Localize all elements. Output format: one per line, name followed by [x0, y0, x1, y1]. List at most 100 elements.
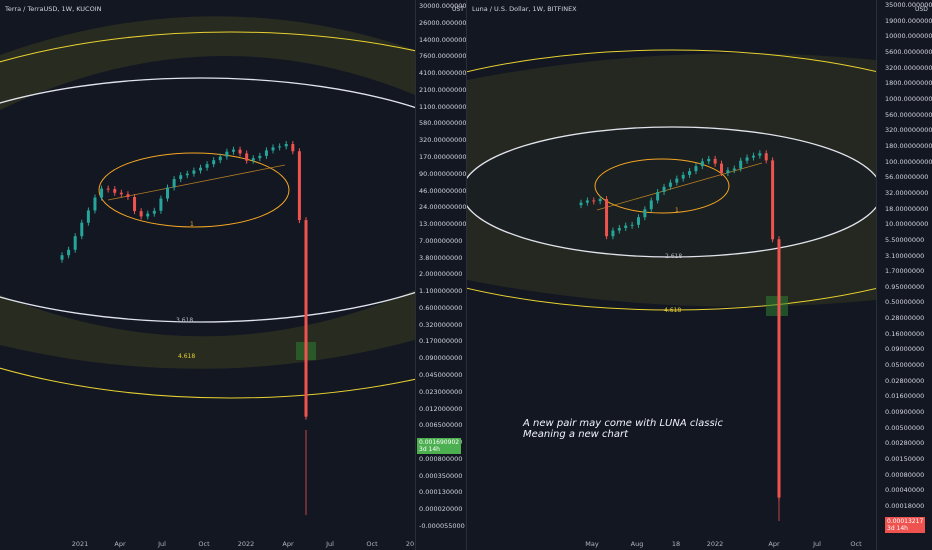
- y-tick-label: 19000.00000000: [885, 16, 932, 25]
- candle-body: [278, 146, 282, 148]
- candle-body: [218, 156, 222, 161]
- right-last-price-badge: 0.00013217 3d 14h: [885, 517, 926, 533]
- x-tick-label: Jul: [813, 540, 821, 548]
- right-chart-canvas[interactable]: 2.618 4.618 1: [467, 0, 876, 550]
- y-tick-label: 0.320000000: [419, 320, 463, 329]
- candle-body: [264, 150, 268, 156]
- y-tick-label: 90.000000000: [419, 169, 467, 178]
- y-tick-label: 35000.00000000: [885, 1, 932, 9]
- y-tick-label: 0.090000000: [419, 354, 463, 363]
- candle-body: [238, 149, 242, 154]
- candle-body: [198, 167, 202, 171]
- candle-body: [777, 239, 781, 498]
- y-tick-label: 14000.000000000: [419, 35, 467, 44]
- y-tick-label: 0.28000000: [885, 314, 925, 323]
- y-tick-label: 0.000350000: [419, 471, 463, 480]
- right-last-price: 0.00013217: [887, 518, 924, 525]
- y-tick-label: 0.00280000: [885, 439, 925, 448]
- candle-body: [598, 199, 602, 202]
- left-countdown: 3d 14h: [419, 446, 440, 453]
- right-countdown: 3d 14h: [887, 525, 908, 532]
- candle-body: [751, 155, 755, 158]
- x-tick-label: 2022: [237, 540, 255, 548]
- candle-body: [688, 171, 692, 175]
- right-symbol-title[interactable]: Luna / U.S. Dollar, 1W, BITFINEX: [472, 5, 577, 13]
- candle-body: [185, 173, 189, 176]
- candle-body: [251, 158, 255, 161]
- fib-label-4618: 4.618: [664, 307, 681, 314]
- candle-body: [605, 199, 609, 237]
- candle-body: [80, 222, 84, 237]
- y-tick-label: 0.170000000: [419, 337, 463, 346]
- candle-body: [611, 230, 615, 237]
- candle-body: [739, 160, 743, 169]
- y-tick-label: 0.000020000: [419, 505, 463, 514]
- candle-body: [119, 192, 123, 195]
- x-tick-label: Apr: [282, 540, 294, 548]
- y-tick-label: 320.00000000: [885, 126, 932, 135]
- candle-body: [100, 188, 104, 198]
- y-tick-label: 3200.00000000: [885, 63, 932, 72]
- y-tick-label: 26000.000000000: [419, 18, 467, 27]
- lower-fib-zone: [0, 290, 415, 369]
- candle-body: [297, 151, 301, 221]
- y-tick-label: 0.01600000: [885, 392, 925, 401]
- y-tick-label: 7600.000000000: [419, 52, 467, 61]
- candle-body: [624, 225, 628, 228]
- left-price-axis[interactable]: [415, 0, 467, 550]
- fib-3618-ellipse: [0, 77, 415, 323]
- candle-body: [271, 147, 275, 151]
- right-price-axis[interactable]: [876, 0, 932, 550]
- right-currency-unit: USD: [915, 6, 928, 13]
- candle-body: [60, 255, 64, 260]
- candle-body: [113, 189, 117, 193]
- panel-divider[interactable]: [466, 0, 467, 550]
- x-tick-label: Apr: [114, 540, 126, 548]
- x-tick-label: Jul: [158, 540, 166, 548]
- candle-body: [192, 170, 196, 174]
- left-chart-panel[interactable]: 3.618 4.618 1 30000.000000000 26000.0000000…: [0, 0, 467, 550]
- inner-fib-ellipse: [98, 152, 290, 228]
- right-chart-panel[interactable]: 2.618 4.618 1 35000.00000000 19000.00000000…: [467, 0, 932, 550]
- y-tick-label: 0.000130000: [419, 488, 463, 497]
- y-tick-label: 2.000000000: [419, 270, 463, 279]
- candle-body: [291, 144, 295, 152]
- candle-body: [726, 170, 730, 174]
- left-last-price: 0.001690902: [419, 439, 460, 446]
- y-tick-label: 0.00150000: [885, 455, 925, 464]
- candle-body: [745, 157, 749, 161]
- candle-body: [146, 213, 150, 217]
- fib-2618-ellipse: [467, 126, 876, 258]
- upper-fib-zone: [0, 16, 415, 111]
- y-tick-label: 0.00500000: [885, 423, 925, 432]
- y-tick-label: 170.000000000: [419, 152, 467, 161]
- y-tick-label: 1100.000000000: [419, 102, 467, 111]
- candle-body: [73, 236, 77, 250]
- candle-body: [758, 153, 762, 156]
- x-tick-label: Jul: [326, 540, 334, 548]
- candle-body: [617, 227, 621, 231]
- text-annotation[interactable]: A new pair may come with LUNA classic Me…: [523, 418, 723, 440]
- candle-body: [579, 202, 583, 206]
- y-tick-label: 320.000000000: [419, 136, 467, 145]
- y-tick-label: 0.023000000: [419, 387, 463, 396]
- left-symbol-title[interactable]: Terra / TerraUSD, 1W, KUCOIN: [5, 5, 102, 13]
- candle-body: [86, 210, 90, 223]
- x-tick-label: 18: [671, 540, 681, 548]
- y-tick-label: 180.00000000: [885, 141, 932, 150]
- y-tick-label: 10000.00000000: [885, 32, 932, 41]
- y-tick-label: 0.000800000: [419, 454, 463, 463]
- y-tick-label: 0.05000000: [885, 361, 925, 370]
- y-tick-label: 1800.00000000: [885, 79, 932, 88]
- fib-4618-ellipse: [0, 31, 415, 399]
- candle-body: [681, 174, 685, 179]
- candle-body: [707, 158, 711, 162]
- left-chart-canvas[interactable]: 3.618 4.618 1: [0, 0, 415, 550]
- x-tick-label: May: [585, 540, 599, 548]
- candle-body: [304, 220, 308, 417]
- candle-body: [771, 160, 775, 240]
- y-tick-label: 0.00900000: [885, 408, 925, 417]
- y-tick-label: 24.000000000: [419, 203, 467, 212]
- candle-body: [649, 200, 653, 210]
- candle-body: [675, 178, 679, 183]
